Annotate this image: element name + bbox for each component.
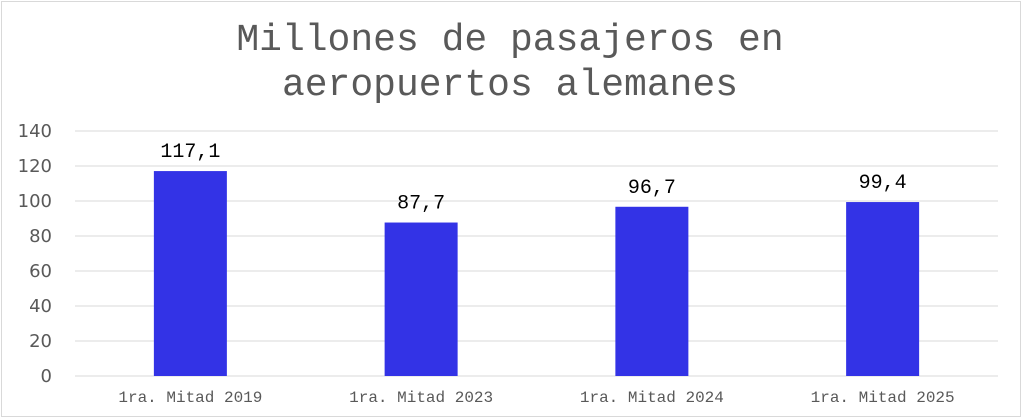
data-label: 117,1 xyxy=(160,141,220,164)
bars xyxy=(153,171,920,376)
y-tick-label: 20 xyxy=(29,331,52,352)
x-category-label: 1ra. Mitad 2025 xyxy=(811,389,955,407)
gridlines xyxy=(75,130,998,377)
x-category-label: 1ra. Mitad 2024 xyxy=(580,389,724,407)
y-tick-label: 40 xyxy=(29,296,52,317)
x-axis-categories: 1ra. Mitad 2019 1ra. Mitad 2023 1ra. Mitad… xyxy=(118,389,954,407)
chart-title-line-1: Millones de pasajeros en xyxy=(236,19,783,62)
bar xyxy=(153,171,227,376)
bar xyxy=(384,222,458,376)
y-tick-label: 0 xyxy=(41,366,52,387)
y-tick-label: 100 xyxy=(18,191,52,212)
y-axis-ticks: 0 20 40 60 80 100 120 140 xyxy=(18,121,52,387)
y-tick-label: 120 xyxy=(18,156,52,177)
y-tick-label: 80 xyxy=(29,226,52,247)
bar xyxy=(846,202,920,376)
data-label: 96,7 xyxy=(628,177,676,200)
y-tick-label: 60 xyxy=(29,261,52,282)
chart-title-line-2: aeropuertos alemanes xyxy=(282,64,738,107)
data-label: 87,7 xyxy=(397,193,445,216)
x-category-label: 1ra. Mitad 2023 xyxy=(349,389,493,407)
x-category-label: 1ra. Mitad 2019 xyxy=(118,389,262,407)
bar xyxy=(615,206,689,376)
data-labels: 117,1 87,7 96,7 99,4 xyxy=(160,141,906,215)
y-tick-label: 140 xyxy=(18,121,52,142)
data-label: 99,4 xyxy=(859,172,907,195)
